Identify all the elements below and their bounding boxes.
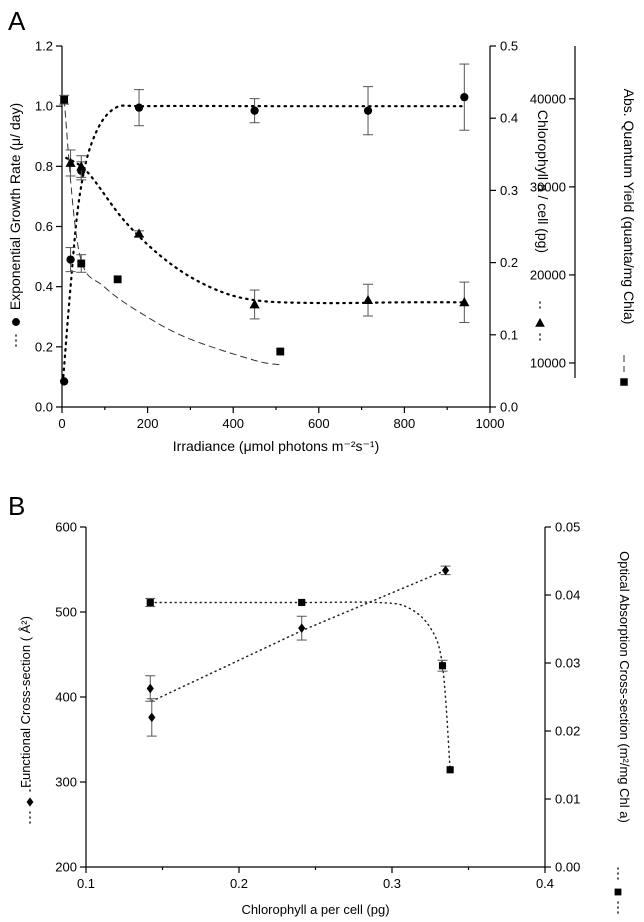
panel-a-square-point [60,95,69,104]
panel-a-chlorophyll-axis-label: Chlorophyll a / cell (pg) [535,110,551,253]
panel-b-square-fit-curve [149,601,451,771]
panel-b-diamond-fit-curve [151,569,447,702]
panel-a-data-marks [59,63,470,386]
panel-a-fit-curves [61,99,466,385]
panel-a-far-right-y-tick-label: 20000 [530,267,566,282]
panel-a-x-tick-label: 1000 [476,416,505,431]
panel-b-data-marks [145,565,454,774]
panel-a-x-tick-label: 600 [308,416,330,431]
panel-b-right-y-tick-label: 0.03 [555,656,580,671]
panel-b-right-y-tick-label: 0.02 [555,724,580,739]
panel-a-triangle-point [362,294,374,305]
panel-a-chlorophyll-legend-marker [535,317,545,327]
panel-b-x-tick-label: 0.2 [230,876,248,891]
panel-a-left-y-tick-label: 1.2 [35,39,53,54]
panel-a-circle-point [363,106,373,115]
panel-b-square-point [298,598,306,607]
panel-a-growth-rate-legend-marker [12,318,20,326]
panel-a-left-y-tick-label: 0.4 [35,279,53,294]
panel-b-left-y-tick-label: 600 [55,520,77,535]
panel-b-letter: B [8,491,25,521]
panel-a-quantum-yield-legend-marker [620,378,628,386]
panel-a-growth-rate-axis-label: Exponential Growth Rate (μ/ day) [7,103,23,310]
panel-a-x-tick-label: 200 [137,416,159,431]
panel-b-chart: B 0.1 0.2 0.3 0.4 200 300 400 500 600 0.00 0.01 0.0… [8,491,632,917]
panel-b-diamond-point [441,565,450,576]
panel-a-far-right-y-tick-label: 10000 [530,355,566,370]
panel-a-circle-point [66,255,75,264]
panel-a-left-y-tick-label: 0.2 [35,339,53,354]
panel-a-chart: A 0 200 400 600 800 10000.00.20.40.60.81.01.2… [7,6,637,454]
panel-a-far-right-y-tick-label: 40000 [530,91,566,106]
panel-a-x-axis-label: Irradiance (μmol photons m⁻²s⁻¹) [173,438,379,454]
panel-a-x-tick-label: 800 [394,416,416,431]
panel-a-right-y-tick-label: 0.3 [500,183,518,198]
panel-b-functional-cross-section-axis-label: Functional Cross-section ( Å²) [18,616,33,788]
panel-a-square-point [113,275,122,284]
panel-a-right-y-tick-label: 0.0 [500,400,518,415]
panel-b-square-point [446,766,454,774]
panel-a-triangle-point [459,297,470,307]
panel-b-diamond-point [146,683,154,694]
panel-a-triangle-point [65,157,76,167]
panel-b-right-y-tick-label: 0.01 [555,792,580,807]
panel-b-optical-cross-section-axis-label: Optical Absorption Cross-section (m²/mg … [617,551,632,823]
panel-a-fit-curve [61,104,466,385]
panel-b-axes: 0.1 0.2 0.3 0.4 200 300 400 500 600 0.00 0.01 0.02 0… [55,520,580,892]
panel-b-right-y-tick-label: 0.05 [555,520,580,535]
panel-b-x-tick-label: 0.4 [536,876,554,891]
panel-a-triangle-point [133,228,145,238]
panel-a-fit-curve [65,156,466,305]
panel-b-diamond-point [298,623,306,633]
panel-b-square-point [438,662,447,670]
panel-b-x-axis-label: Chlorophyll a per cell (pg) [241,902,389,917]
panel-b-left-y-tick-label: 200 [55,860,77,875]
panel-b-left-y-tick-label: 300 [55,775,77,790]
panel-a-square-point [276,347,285,356]
panel-a-x-tick-label: 0 [58,416,65,431]
panel-b-diamond-point [148,712,156,723]
panel-a-triangle-point [249,299,260,309]
panel-a-quantum-yield-axis-label: Abs. Quantum Yield (quanta/mg Chla) [621,89,637,325]
panel-a-right-y-tick-label: 0.4 [500,111,518,126]
panel-a-circle-point [60,377,69,386]
panel-b-x-tick-label: 0.3 [383,876,401,891]
panel-a-left-y-tick-label: 0.8 [35,159,53,174]
panel-a-x-tick-label: 400 [222,416,244,431]
panel-a-right-y-tick-label: 0.5 [500,39,518,54]
panel-b-right-y-tick-label: 0.00 [555,860,580,875]
panel-b-functional-legend-marker [26,797,34,807]
panel-a-triangle-point [76,161,87,171]
panel-a-left-y-tick-label: 0.6 [35,219,53,234]
panel-a-letter: A [8,6,26,36]
panel-a-axes: 0 200 400 600 800 10000.00.20.40.60.81.01.20.… [35,39,576,431]
panel-b-left-y-tick-label: 400 [55,690,77,705]
panel-b-left-y-tick-label: 500 [55,605,77,620]
panel-a-right-y-tick-label: 0.1 [500,327,518,342]
panel-a-circle-point [134,103,144,112]
panel-a-axis-legend-markers [12,301,628,386]
panel-b-square-point [146,598,154,607]
panel-a-right-y-tick-label: 0.2 [500,255,518,270]
panel-a-fit-curve [63,99,281,366]
panel-b-x-tick-label: 0.1 [77,876,95,891]
panel-a-left-y-tick-label: 0.0 [35,400,53,415]
panel-b-right-y-tick-label: 0.04 [555,588,580,603]
panel-b-optical-legend-marker [614,888,622,896]
panel-a-circle-point [250,106,259,115]
panel-a-circle-point [460,93,469,102]
panel-a-left-y-tick-label: 1.0 [35,99,53,114]
panel-a-far-right-y-tick-label: 30000 [530,179,566,194]
panel-a-square-point [77,259,86,268]
panel-b-axis-legend-markers [26,779,622,915]
